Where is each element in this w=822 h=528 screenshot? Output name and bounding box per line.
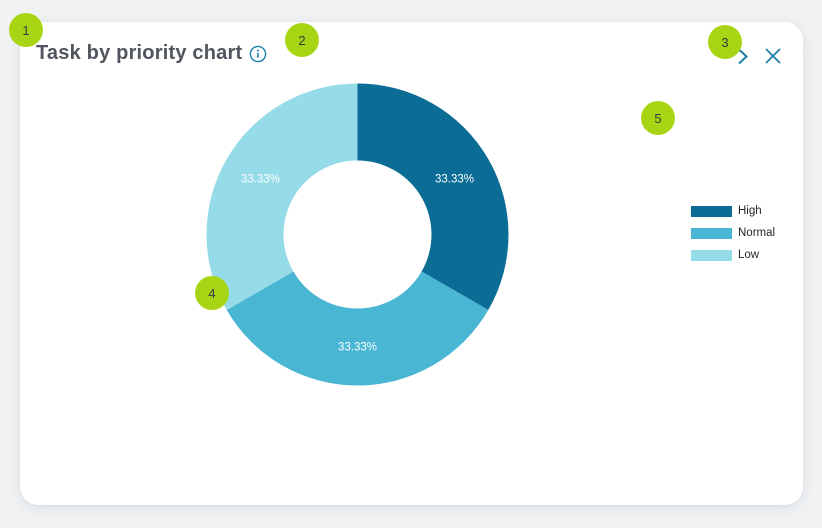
legend-label: High	[738, 205, 762, 217]
close-icon	[764, 47, 782, 65]
legend-item-high[interactable]: High	[691, 204, 775, 219]
legend-swatch-high	[691, 206, 732, 217]
legend-item-low[interactable]: Low	[691, 248, 775, 263]
chart-legend: High Normal Low	[691, 204, 775, 263]
legend-label: Normal	[738, 227, 776, 239]
donut-slice-high[interactable]	[357, 83, 509, 311]
legend-label: Low	[738, 249, 760, 261]
info-icon	[249, 45, 267, 63]
legend-swatch-normal	[691, 228, 732, 239]
chevron-right-icon	[733, 47, 751, 65]
legend-swatch-low	[691, 250, 732, 261]
donut-slice-low[interactable]	[206, 83, 358, 311]
close-button[interactable]	[764, 47, 782, 65]
page-title: Task by priority chart	[36, 42, 243, 64]
chart-card: Task by priority chart	[20, 22, 803, 505]
annotation-badge-3: 3	[708, 25, 742, 59]
annotation-badge-1: 1	[9, 13, 43, 47]
annotation-badge-4: 4	[195, 276, 229, 310]
donut-chart[interactable]: 33.33% 33.33% 33.33%	[202, 79, 513, 390]
info-button[interactable]	[249, 45, 267, 63]
expand-button[interactable]	[733, 47, 751, 65]
slice-percentage-label: 33.33%	[338, 342, 377, 354]
donut-slice-normal[interactable]	[226, 271, 489, 386]
card-actions	[733, 47, 782, 65]
slice-percentage-label: 33.33%	[241, 174, 280, 186]
annotation-badge-5: 5	[641, 101, 675, 135]
card-header: Task by priority chart	[36, 42, 267, 65]
slice-percentage-label: 33.33%	[435, 174, 474, 186]
annotation-badge-2: 2	[285, 23, 319, 57]
legend-item-normal[interactable]: Normal	[691, 226, 775, 241]
